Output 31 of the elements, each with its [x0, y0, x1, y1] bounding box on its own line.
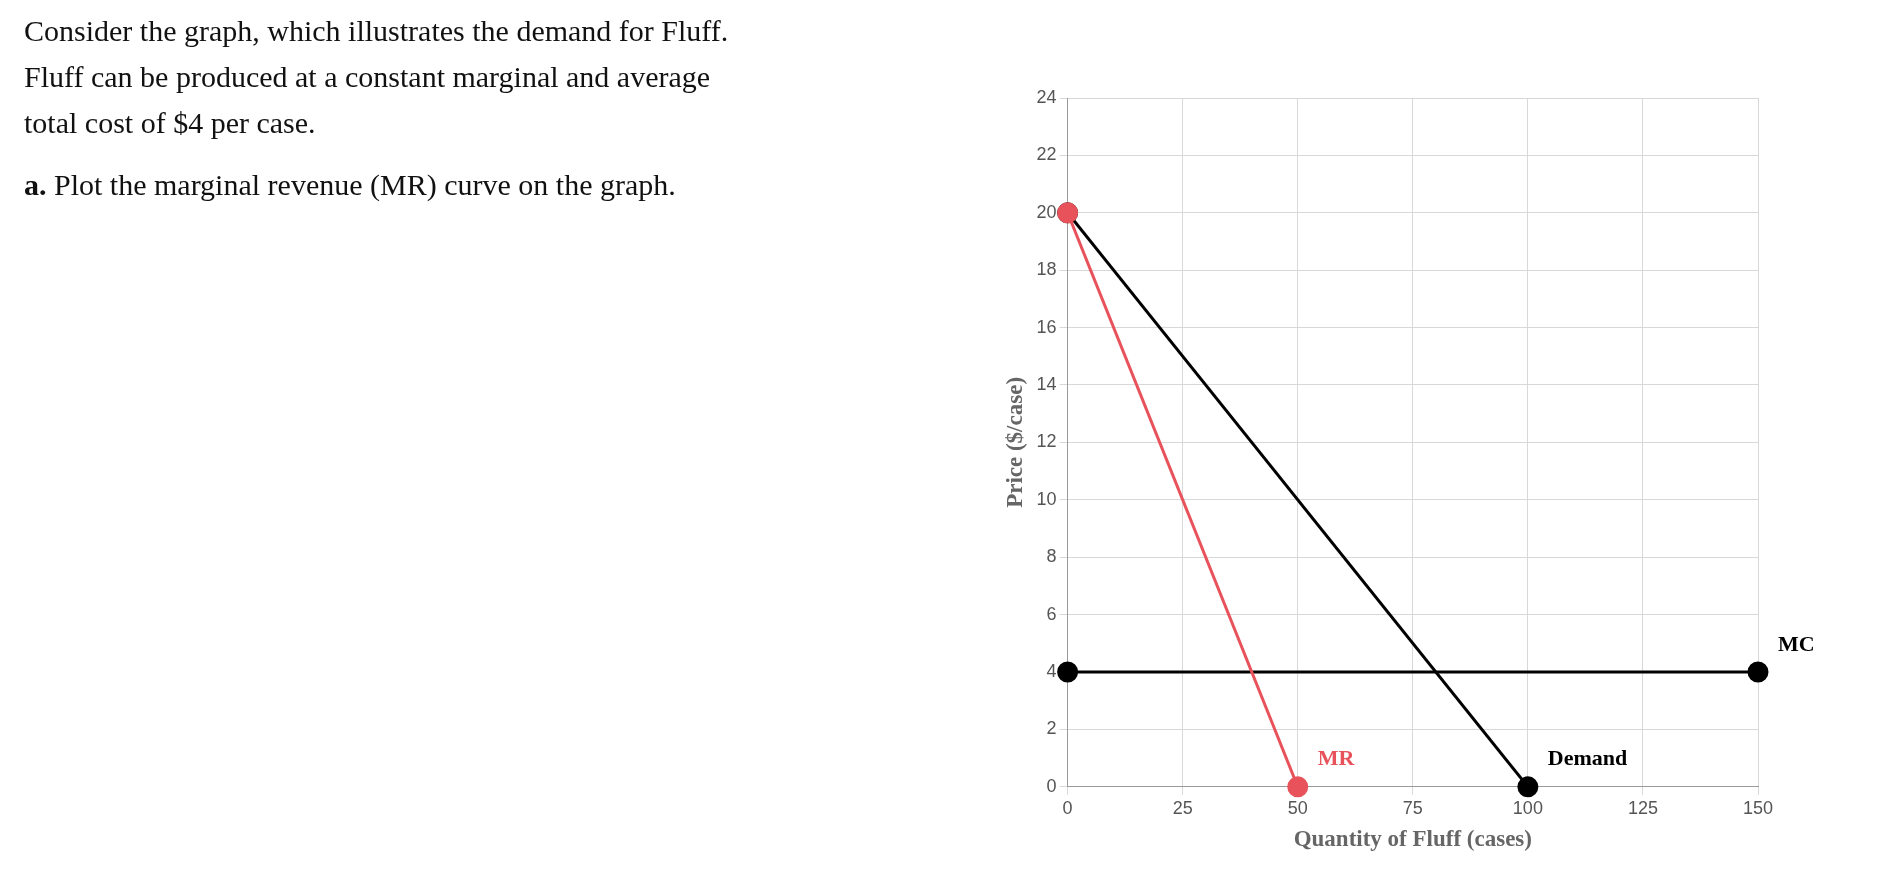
y-tick-label: 6	[1046, 603, 1057, 624]
y-tick-label: 12	[1036, 431, 1057, 452]
point	[1057, 661, 1079, 683]
point	[1517, 776, 1539, 798]
point	[1747, 661, 1769, 683]
x-tick-label: 25	[1172, 797, 1193, 818]
text: a. Plot the marginal revenue (MR) curve on the graph.	[24, 168, 676, 201]
point	[1287, 776, 1309, 798]
y-tick-label: 4	[1046, 660, 1057, 681]
y-tick-label: 2	[1046, 718, 1057, 739]
y-tick-label: 0	[1046, 775, 1057, 796]
text: Consider the graph, which illustrates the demand for Fluff. Fluff can be produced at a constant marginal and average total cost of $4 per case.	[24, 13, 730, 141]
x-tick-label: 0	[1062, 797, 1073, 818]
x-axis-title: Quantity of Fluff (cases)	[1293, 826, 1532, 852]
y-tick-label: 10	[1036, 488, 1057, 509]
x-tick-label: 50	[1287, 797, 1308, 818]
y-tick-label: 20	[1036, 201, 1057, 222]
x-tick-label: 150	[1742, 797, 1774, 818]
x-tick-label: 75	[1402, 797, 1423, 818]
y-tick-label: 16	[1036, 316, 1057, 337]
y-axis-title: Price ($/case)	[1001, 376, 1027, 508]
x-tick-label: 125	[1627, 797, 1658, 818]
y-tick-label: 18	[1036, 259, 1057, 280]
series-label: MR	[1317, 745, 1356, 771]
y-tick-label: 22	[1036, 144, 1057, 165]
y-tick-label: 24	[1036, 86, 1057, 107]
y-tick-label: 14	[1036, 373, 1057, 394]
series-label: Demand	[1547, 745, 1628, 771]
x-tick-label: 100	[1512, 797, 1543, 818]
y-tick-label: 8	[1046, 546, 1057, 567]
series-label: MC	[1778, 630, 1815, 656]
